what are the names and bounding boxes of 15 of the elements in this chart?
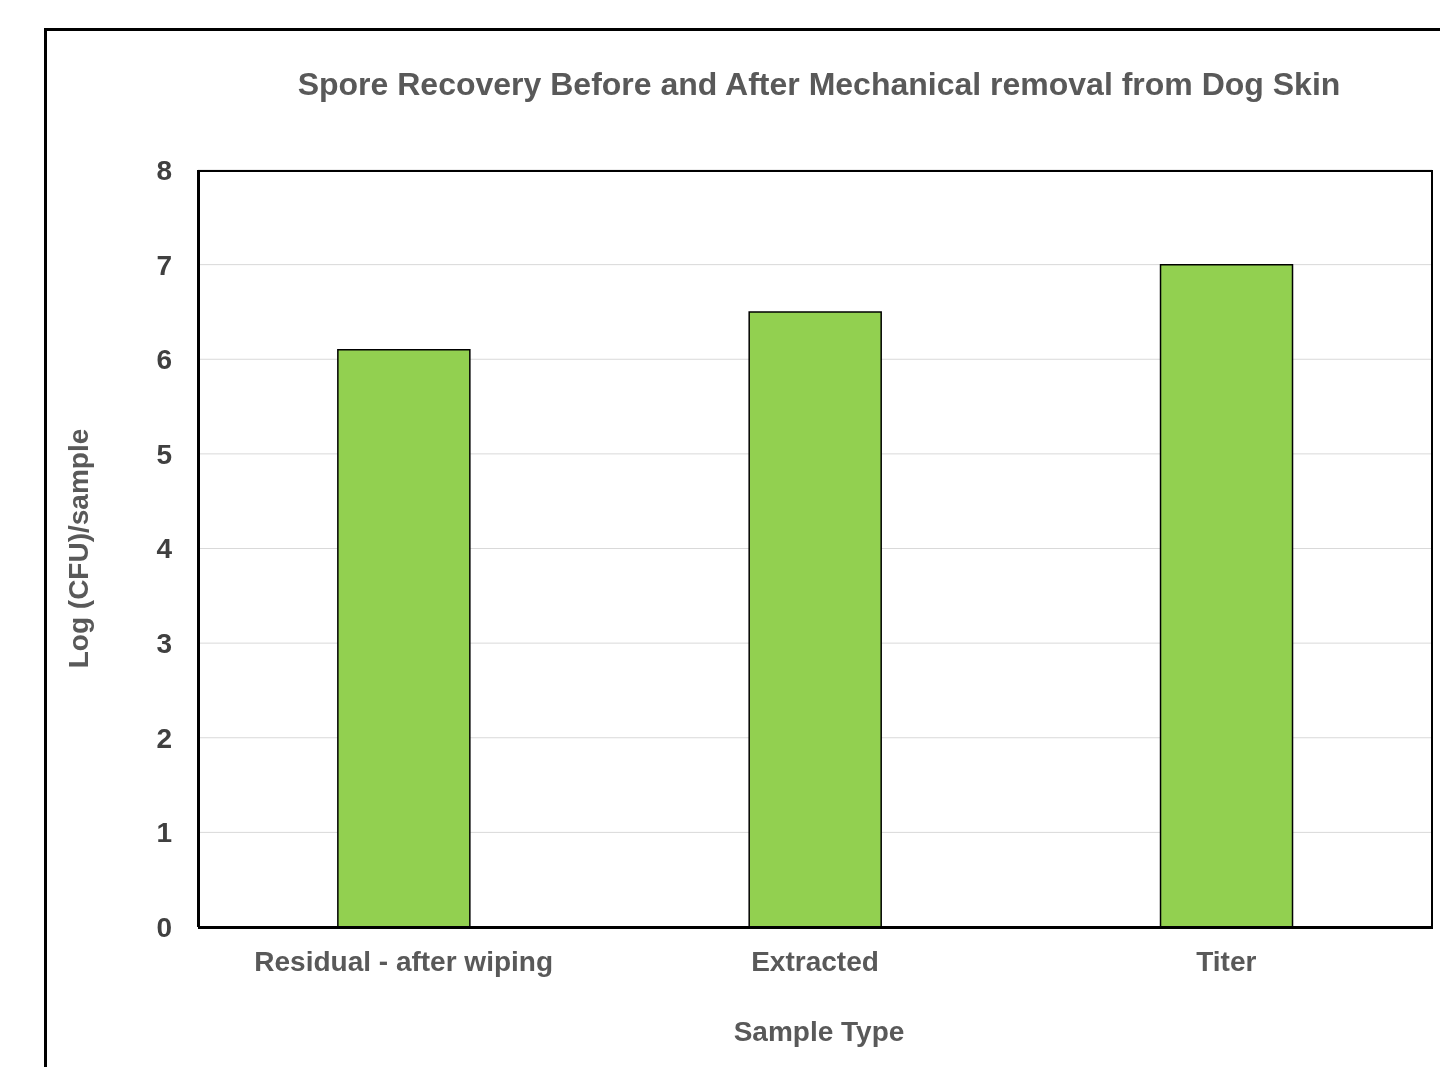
- y-tick-label: 7: [156, 249, 172, 281]
- y-tick-label: 5: [156, 438, 172, 470]
- x-tick-label: Titer: [1196, 945, 1257, 977]
- x-axis-title: Sample Type: [732, 1016, 906, 1048]
- y-tick-label: 0: [156, 911, 172, 943]
- x-tick-label: Residual - after wiping: [254, 945, 554, 977]
- y-tick-label: 6: [156, 344, 172, 376]
- y-tick-label: 1: [156, 817, 172, 849]
- x-tick-label: Extracted: [751, 945, 879, 977]
- y-tick-label: 3: [156, 628, 172, 660]
- y-axis-title: Log (CFU)/sample: [62, 428, 94, 669]
- y-tick-label: 2: [156, 722, 172, 754]
- chart-title: Spore Recovery Before and After Mechanical removal from Dog Skin: [296, 66, 1342, 103]
- y-tick-label: 8: [156, 154, 172, 186]
- y-tick-label: 4: [156, 533, 173, 565]
